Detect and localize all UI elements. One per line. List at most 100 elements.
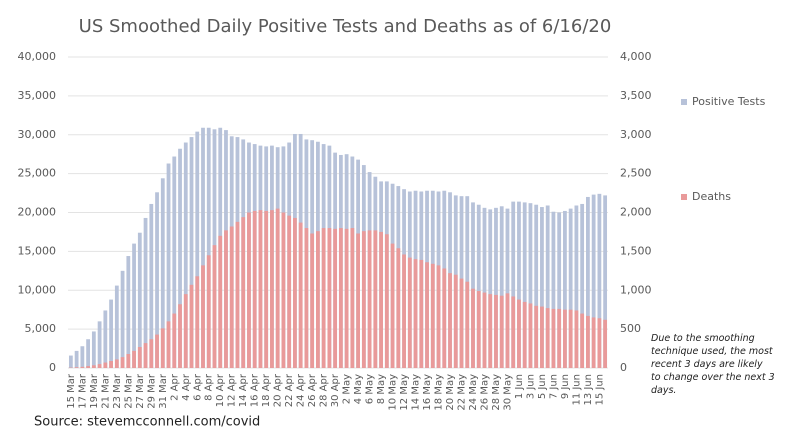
- x-tick-label: 14 Apr: [238, 373, 249, 407]
- x-tick-label: 2 May: [342, 374, 353, 404]
- bar: [603, 195, 608, 368]
- x-tick-label: 12 Apr: [227, 373, 238, 407]
- bar: [235, 221, 240, 368]
- bar: [505, 208, 510, 368]
- bar: [534, 204, 539, 368]
- x-tick-label: 18 May: [434, 374, 445, 411]
- x-tick-label: 16 May: [422, 374, 433, 411]
- bar: [534, 305, 539, 368]
- bar: [585, 196, 590, 368]
- bar: [132, 350, 136, 368]
- x-tick-label: 30 May: [502, 374, 513, 411]
- bar: [183, 142, 188, 368]
- bar: [86, 339, 91, 368]
- x-tick-label: 24 Apr: [296, 373, 307, 407]
- bar: [448, 273, 452, 368]
- x-tick-label: 15 Jun: [594, 374, 605, 406]
- bar: [166, 321, 171, 368]
- x-tick-label: 8 Apr: [204, 373, 215, 401]
- x-tick-label: 17 Mar: [77, 373, 88, 409]
- x-tick-label: 22 May: [457, 374, 468, 411]
- bar: [281, 212, 286, 368]
- bar: [551, 308, 556, 368]
- bar: [114, 285, 119, 368]
- bar: [247, 212, 251, 368]
- bar: [241, 217, 246, 368]
- bar: [74, 350, 79, 368]
- bar: [540, 207, 544, 368]
- bar: [367, 230, 372, 368]
- bar: [103, 362, 108, 368]
- x-tick-label: 4 May: [353, 374, 364, 404]
- x-tick-label: 28 May: [491, 374, 502, 411]
- bar: [379, 231, 383, 368]
- bar: [482, 207, 487, 368]
- bar: [453, 274, 458, 368]
- x-tick-label: 6 May: [365, 374, 376, 404]
- y-tick-label: 0: [49, 361, 56, 374]
- bar: [149, 203, 154, 368]
- bar: [574, 310, 579, 368]
- bar: [195, 131, 200, 368]
- bar: [505, 293, 510, 368]
- bar: [580, 203, 585, 368]
- bar: [315, 231, 320, 368]
- bar: [442, 268, 447, 368]
- x-tick-label: 8 May: [376, 374, 387, 404]
- bar: [511, 201, 516, 368]
- bar: [396, 248, 401, 368]
- x-tick-label: 27 Mar: [135, 373, 146, 409]
- bar: [201, 265, 205, 368]
- bar: [298, 222, 303, 368]
- bar: [413, 259, 418, 368]
- bar: [499, 206, 504, 368]
- bar: [436, 265, 441, 368]
- bar: [471, 202, 475, 368]
- bar: [287, 215, 292, 368]
- bar: [585, 315, 590, 368]
- bar: [137, 347, 142, 368]
- bar: [229, 226, 234, 368]
- bar: [494, 294, 498, 368]
- y-tick-label: 10,000: [18, 283, 57, 296]
- bar: [580, 313, 585, 368]
- bar: [109, 361, 113, 368]
- chart-title: US Smoothed Daily Positive Tests and Dea…: [79, 16, 612, 37]
- bar: [293, 217, 297, 368]
- bar: [252, 210, 257, 368]
- bar: [511, 296, 516, 368]
- x-tick-label: 26 May: [479, 374, 490, 411]
- legend-swatch: [681, 99, 687, 105]
- y2-tick-label: 2,000: [620, 206, 652, 219]
- bar: [591, 317, 596, 368]
- bar: [270, 210, 274, 368]
- bar: [350, 228, 355, 368]
- x-tick-label: 1 Jun: [514, 374, 525, 399]
- bar: [338, 228, 343, 368]
- bar: [80, 346, 85, 368]
- bar: [80, 366, 85, 368]
- y2-tick-label: 1,000: [620, 283, 652, 296]
- legend-label: Deaths: [692, 190, 731, 203]
- bar: [206, 127, 211, 368]
- bar: [183, 294, 188, 368]
- x-tick-label: 26 Apr: [307, 373, 318, 407]
- bar: [384, 234, 389, 368]
- bar: [407, 257, 412, 368]
- bar: [545, 308, 550, 368]
- bar: [91, 331, 96, 368]
- x-tick-label: 4 Apr: [181, 373, 192, 401]
- bar: [310, 233, 315, 368]
- bar: [86, 366, 91, 368]
- bar: [218, 235, 223, 368]
- bar: [206, 255, 211, 368]
- bar: [344, 228, 349, 368]
- y2-tick-label: 0: [620, 361, 627, 374]
- bar: [597, 193, 602, 368]
- bar: [126, 256, 131, 368]
- bar: [189, 284, 194, 368]
- bar: [488, 209, 493, 368]
- bar: [97, 321, 102, 368]
- source: Source: stevemcconnell.com/covid: [34, 415, 260, 430]
